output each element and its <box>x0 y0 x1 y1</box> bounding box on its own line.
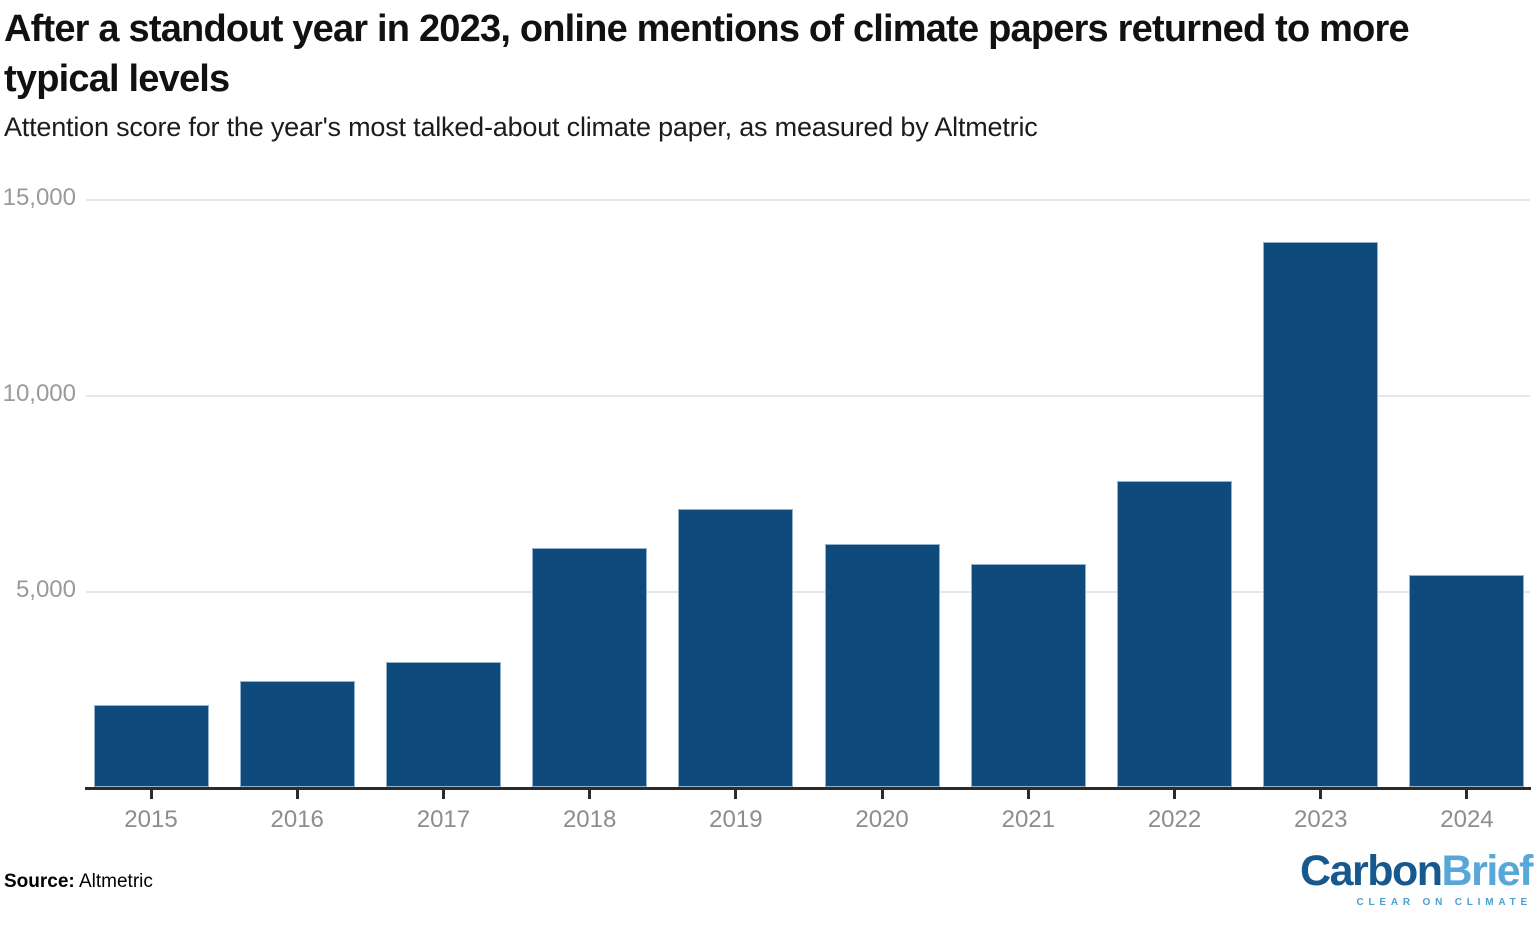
x-tick-label: 2017 <box>416 806 471 833</box>
logo-wordmark: CarbonBrief <box>1300 847 1534 895</box>
axis-tick <box>441 790 445 799</box>
logo-tagline: CLEAR ON CLIMATE <box>1356 897 1532 908</box>
bar-2019 <box>678 509 794 787</box>
y-tick-label: 5,000 <box>15 576 76 603</box>
source-note: Source: Altmetric <box>4 871 153 893</box>
y-tick-label: 10,000 <box>2 380 76 407</box>
bar-2017 <box>385 662 501 787</box>
source-value: Altmetric <box>78 871 153 892</box>
bar-2024 <box>1409 575 1525 787</box>
bar-2020 <box>824 544 940 787</box>
logo-part-carbon: Carbon <box>1300 847 1443 895</box>
bar-2018 <box>532 548 648 787</box>
bar-2023 <box>1263 242 1379 787</box>
x-tick-label: 2023 <box>1294 806 1348 833</box>
axis-tick <box>149 790 153 799</box>
gridline <box>86 591 1530 593</box>
axis-tick <box>1465 790 1469 799</box>
x-tick-label: 2018 <box>562 806 617 833</box>
logo-part-brief: Brief <box>1441 847 1534 895</box>
axis-tick <box>1026 790 1030 799</box>
x-tick-label: 2021 <box>1001 806 1055 833</box>
axis-tick <box>1319 790 1323 799</box>
axis-tick <box>880 790 884 799</box>
x-tick-label: 2020 <box>855 806 909 833</box>
bar-2021 <box>970 564 1086 787</box>
plot-area <box>86 199 1530 787</box>
x-tick-label: 2024 <box>1440 806 1494 833</box>
bar-2016 <box>239 681 355 787</box>
y-tick-label: 15,000 <box>2 184 76 211</box>
x-tick-label: 2022 <box>1147 806 1202 833</box>
carbonbrief-logo: CarbonBrief CLEAR ON CLIMATE <box>1300 847 1534 908</box>
axis-tick <box>588 790 592 799</box>
gridline <box>86 199 1530 201</box>
bar-2022 <box>1117 481 1233 787</box>
x-tick-label: 2019 <box>709 806 763 833</box>
axis-tick <box>1173 790 1177 799</box>
chart-title: After a standout year in 2023, online me… <box>4 8 1410 101</box>
axis-tick <box>734 790 738 799</box>
x-tick-label: 2016 <box>270 806 324 833</box>
axis-tick <box>295 790 299 799</box>
x-axis <box>85 787 1531 790</box>
source-label: Source: <box>4 871 75 892</box>
chart-subtitle: Attention score for the year's most talk… <box>4 112 1038 142</box>
x-tick-label: 2015 <box>124 806 178 833</box>
gridline <box>86 395 1530 397</box>
bar-2015 <box>93 705 209 787</box>
